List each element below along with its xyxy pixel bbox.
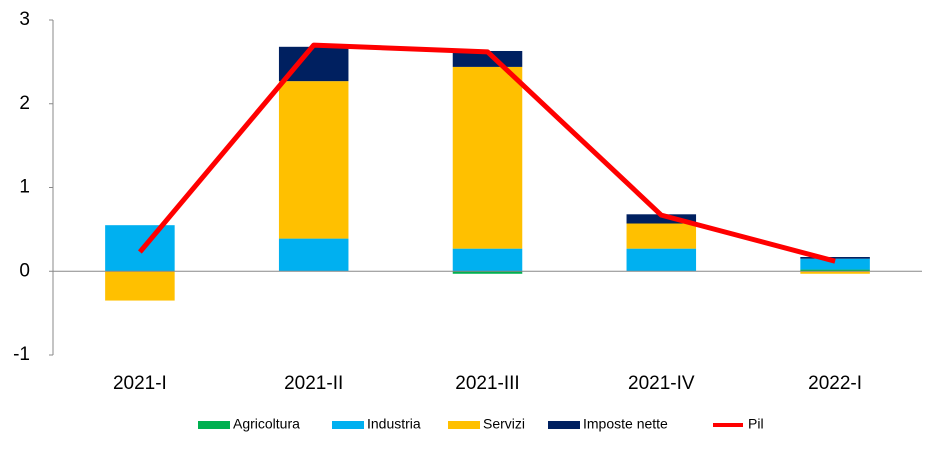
- bar-segment: [278, 81, 349, 239]
- bar-segment: [278, 238, 349, 272]
- bar-segment: [105, 271, 175, 301]
- legend-label: Industria: [367, 416, 421, 432]
- bar-segment: [452, 66, 523, 249]
- x-tick-label: 2021-III: [455, 373, 519, 394]
- bar-segment: [626, 223, 697, 249]
- y-tick-label: -1: [13, 344, 30, 365]
- legend-label: Servizi: [483, 416, 525, 432]
- x-tick-label: 2021-II: [284, 373, 343, 394]
- y-tick-label: 0: [19, 260, 30, 281]
- bar-segment: [800, 258, 870, 270]
- bar-segment: [626, 248, 697, 272]
- legend-label: Agricoltura: [233, 416, 300, 432]
- y-tick-label: 3: [19, 9, 30, 30]
- bar-segment: [452, 248, 523, 272]
- legend-swatch: [448, 421, 480, 429]
- bar-segment: [800, 269, 870, 272]
- line: [137, 42, 836, 264]
- x-tick-label: 2021-IV: [628, 373, 695, 394]
- x-tick-label: 2022-I: [808, 373, 862, 394]
- legend-swatch: [548, 421, 580, 429]
- y-tick-label: 1: [19, 177, 30, 198]
- legend-label: Pil: [748, 416, 764, 432]
- bar-segment: [452, 271, 523, 274]
- bar-segment: [800, 257, 870, 259]
- y-tick-label: 2: [19, 93, 30, 114]
- legend-label: Imposte nette: [583, 416, 668, 432]
- legend-swatch: [332, 421, 364, 429]
- bar-segment: [452, 50, 523, 67]
- bar-segment: [626, 214, 697, 224]
- x-tick-label: 2021-I: [113, 373, 167, 394]
- legend-swatch: [198, 421, 230, 429]
- bar-segment: [800, 271, 870, 274]
